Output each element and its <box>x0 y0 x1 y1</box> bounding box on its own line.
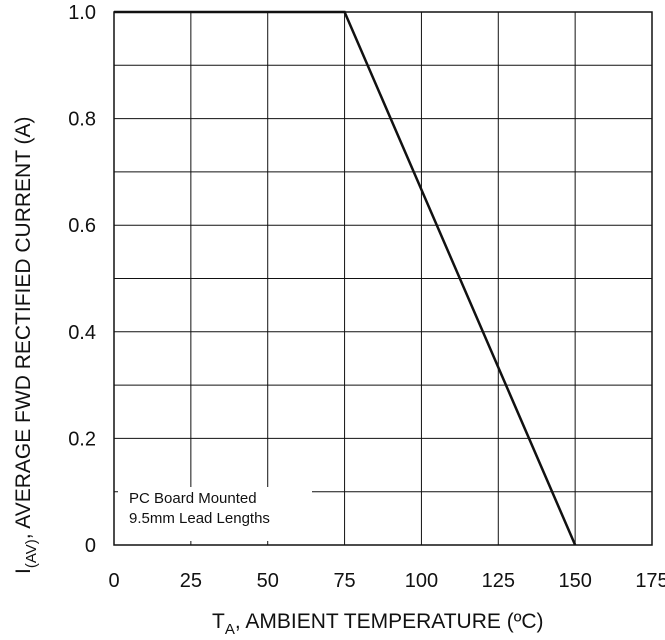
series-layer <box>114 10 577 546</box>
x-tick-labels: 0 25 50 75 100 125 150 175 <box>108 570 665 592</box>
y-tick-label: 0.4 <box>68 322 96 344</box>
x-tick-label: 75 <box>333 570 355 592</box>
x-axis-text: , AMBIENT TEMPERATURE (ºC) <box>235 610 544 633</box>
x-axis-symbol: T <box>212 610 225 633</box>
annotation-box <box>118 487 312 541</box>
x-tick-label: 100 <box>405 570 438 592</box>
plot-frame <box>113 11 653 546</box>
x-tick-label: 0 <box>108 570 119 592</box>
x-axis-subscript: A <box>225 621 235 638</box>
annotation-line-1: PC Board Mounted <box>129 490 257 507</box>
y-tick-label: 0.2 <box>68 428 96 450</box>
derating-curve <box>114 10 577 546</box>
y-axis-symbol: I <box>12 568 35 574</box>
x-axis-title: TA, AMBIENT TEMPERATURE (ºC) <box>212 610 544 638</box>
x-tick-label: 50 <box>257 570 279 592</box>
y-axis-text: , AVERAGE FWD RECTIFIED CURRENT (A) <box>12 117 35 540</box>
annotation-line-2: 9.5mm Lead Lengths <box>129 510 270 527</box>
grid <box>113 11 653 546</box>
y-tick-label: 0.8 <box>68 109 96 131</box>
x-tick-label: 125 <box>482 570 515 592</box>
y-axis-subscript: (AV) <box>23 539 40 568</box>
x-tick-label: 175 <box>635 570 665 592</box>
y-tick-label: 0.6 <box>68 215 96 237</box>
y-tick-labels: 0 0.2 0.4 0.6 0.8 1.0 <box>68 2 96 557</box>
y-axis-title: I(AV), AVERAGE FWD RECTIFIED CURRENT (A) <box>12 117 40 574</box>
y-tick-label: 1.0 <box>68 2 96 24</box>
y-tick-label: 0 <box>85 535 96 557</box>
x-tick-label: 150 <box>558 570 591 592</box>
x-tick-label: 25 <box>180 570 202 592</box>
